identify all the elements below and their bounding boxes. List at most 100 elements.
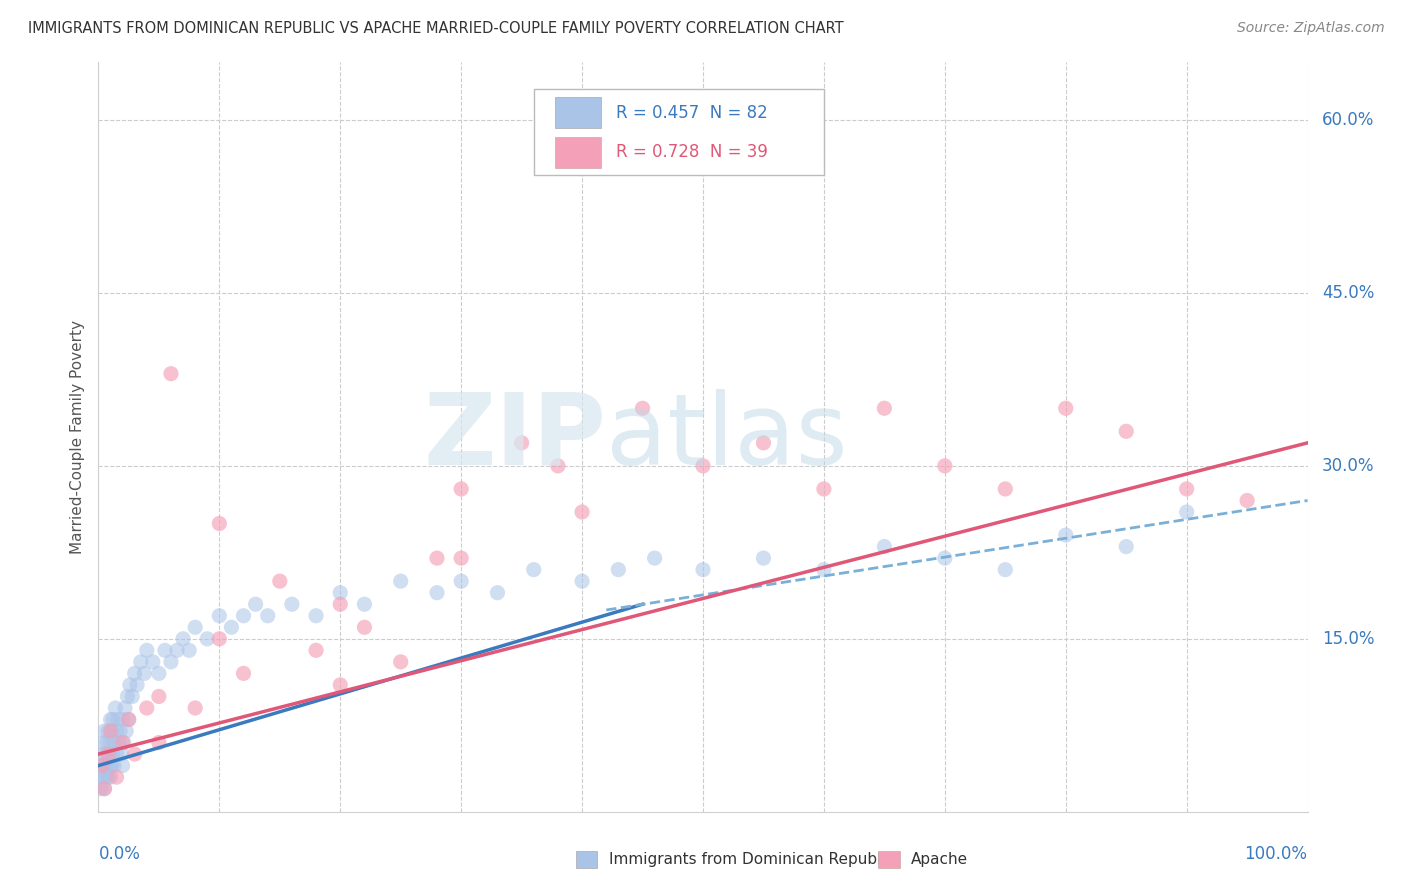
Point — [305, 608, 328, 623]
Point — [813, 482, 835, 496]
Point — [571, 574, 593, 589]
Point — [121, 690, 143, 704]
Point — [110, 747, 132, 761]
Point — [994, 563, 1017, 577]
Bar — [555, 97, 602, 128]
Point — [256, 608, 278, 623]
Point — [486, 585, 509, 599]
Point — [607, 563, 630, 577]
Point — [142, 655, 165, 669]
Point — [160, 655, 183, 669]
Text: Source: ZipAtlas.com: Source: ZipAtlas.com — [1237, 21, 1385, 35]
Point — [232, 666, 254, 681]
Text: 45.0%: 45.0% — [1322, 284, 1375, 302]
Point — [93, 758, 115, 772]
Point — [172, 632, 194, 646]
Point — [329, 597, 352, 611]
Point — [160, 367, 183, 381]
Point — [93, 781, 115, 796]
Point — [873, 401, 896, 416]
Point — [813, 563, 835, 577]
Point — [124, 747, 146, 761]
Point — [98, 758, 121, 772]
Point — [329, 678, 352, 692]
Point — [90, 781, 112, 796]
Point — [208, 608, 231, 623]
Text: IMMIGRANTS FROM DOMINICAN REPUBLIC VS APACHE MARRIED-COUPLE FAMILY POVERTY CORRE: IMMIGRANTS FROM DOMINICAN REPUBLIC VS AP… — [28, 21, 844, 36]
Point — [329, 585, 352, 599]
Point — [184, 620, 207, 634]
Point — [426, 585, 449, 599]
Point — [105, 724, 128, 739]
Point — [97, 724, 120, 739]
Text: Immigrants from Dominican Republic: Immigrants from Dominican Republic — [609, 852, 894, 867]
Point — [118, 713, 141, 727]
Point — [103, 758, 125, 772]
Point — [1236, 493, 1258, 508]
Text: R = 0.457  N = 82: R = 0.457 N = 82 — [616, 103, 768, 121]
Point — [101, 747, 124, 761]
Bar — [555, 136, 602, 168]
Point — [91, 747, 114, 761]
Point — [115, 724, 138, 739]
Point — [571, 505, 593, 519]
Point — [134, 666, 156, 681]
Point — [353, 597, 375, 611]
Text: ZIP: ZIP — [423, 389, 606, 485]
Point — [389, 655, 412, 669]
Point — [107, 713, 129, 727]
Point — [208, 516, 231, 531]
Point — [101, 713, 124, 727]
Text: 30.0%: 30.0% — [1322, 457, 1375, 475]
Point — [97, 747, 120, 761]
Point — [450, 482, 472, 496]
Point — [692, 563, 714, 577]
Point — [752, 435, 775, 450]
Point — [692, 458, 714, 473]
Point — [94, 747, 117, 761]
Point — [100, 758, 122, 772]
Point — [547, 458, 569, 473]
Point — [232, 608, 254, 623]
Point — [1054, 401, 1077, 416]
Point — [1054, 528, 1077, 542]
Point — [93, 724, 115, 739]
Point — [93, 781, 115, 796]
Point — [91, 758, 114, 772]
Point — [208, 632, 231, 646]
Point — [105, 770, 128, 784]
Text: R = 0.728  N = 39: R = 0.728 N = 39 — [616, 144, 768, 161]
Point — [450, 551, 472, 566]
Point — [281, 597, 304, 611]
Point — [166, 643, 188, 657]
Point — [873, 540, 896, 554]
Point — [426, 551, 449, 566]
Point — [184, 701, 207, 715]
Point — [91, 758, 114, 772]
Point — [129, 655, 152, 669]
Point — [510, 435, 533, 450]
Point — [111, 713, 134, 727]
Point — [103, 735, 125, 749]
Point — [389, 574, 412, 589]
Text: 0.0%: 0.0% — [98, 846, 141, 863]
Point — [631, 401, 654, 416]
Point — [1115, 540, 1137, 554]
Text: 100.0%: 100.0% — [1244, 846, 1308, 863]
Point — [135, 643, 157, 657]
Point — [127, 678, 149, 692]
Point — [111, 758, 134, 772]
Point — [124, 666, 146, 681]
Text: atlas: atlas — [606, 389, 848, 485]
Point — [523, 563, 546, 577]
Point — [100, 724, 122, 739]
Point — [108, 724, 131, 739]
Point — [118, 678, 141, 692]
Point — [94, 770, 117, 784]
FancyBboxPatch shape — [534, 88, 824, 175]
Point — [100, 735, 122, 749]
Point — [934, 458, 956, 473]
Point — [112, 735, 135, 749]
Point — [100, 724, 122, 739]
Point — [1175, 505, 1198, 519]
